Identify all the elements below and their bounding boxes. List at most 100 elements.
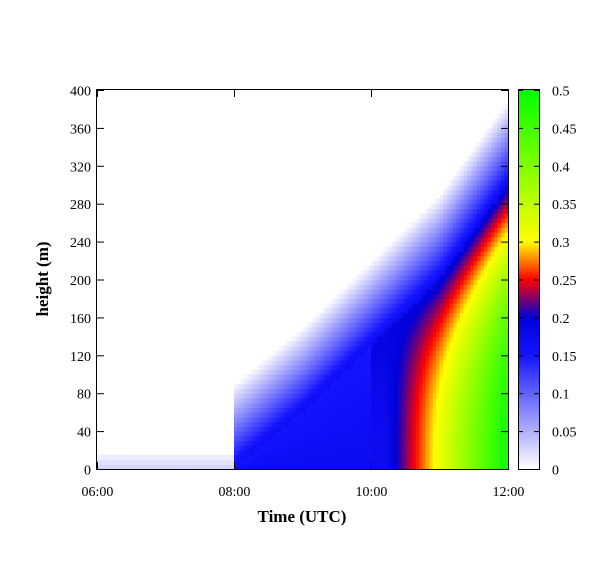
heatmap-cell (432, 369, 437, 375)
heatmap-cell (477, 402, 482, 409)
heatmap-cell (463, 284, 468, 290)
heatmap-cell (319, 326, 324, 333)
heatmap-cell (371, 355, 376, 361)
heatmap-cell (405, 336, 410, 342)
heatmap-cell (449, 412, 454, 418)
heatmap-cell (295, 336, 300, 342)
heatmap-cell (350, 355, 355, 361)
heatmap-cell (319, 374, 324, 380)
heatmap-cell (388, 246, 393, 252)
heatmap-cell (449, 279, 454, 285)
heatmap-cell (388, 454, 393, 461)
heatmap-cell (364, 317, 369, 323)
heatmap-cell (442, 412, 447, 418)
heatmap-cell (456, 303, 461, 309)
heatmap-cell (432, 213, 437, 219)
heatmap-cell (487, 165, 492, 172)
heatmap-cell (401, 232, 406, 238)
heatmap-cell (377, 312, 382, 318)
heatmap-cell (490, 274, 495, 281)
heatmap-cell (422, 260, 427, 266)
heatmap-cell (477, 170, 482, 176)
heatmap-cell (343, 445, 348, 451)
heatmap-cell (394, 364, 399, 371)
heatmap-cell (446, 260, 451, 266)
heatmap-cell (480, 336, 485, 342)
heatmap-cell (484, 445, 489, 451)
heatmap-cell (487, 341, 492, 347)
heatmap-cell (415, 217, 420, 224)
heatmap-cell (501, 265, 506, 271)
heatmap-cell (340, 393, 345, 399)
heatmap-cell (299, 350, 304, 356)
heatmap-cell (432, 232, 437, 238)
heatmap-cell (264, 450, 269, 456)
heatmap-cell (453, 383, 458, 390)
heatmap-cell (388, 388, 393, 394)
heatmap-cell (148, 459, 153, 465)
heatmap-cell (350, 331, 355, 337)
heatmap-cell (408, 307, 413, 314)
heatmap-cell (466, 331, 471, 337)
heatmap-cell (360, 336, 365, 342)
heatmap-cell (343, 378, 348, 385)
heatmap-cell (487, 393, 492, 399)
heatmap-cell (261, 431, 266, 437)
heatmap-cell (388, 383, 393, 390)
heatmap-cell (371, 284, 376, 290)
heatmap-cell (446, 217, 451, 224)
heatmap-cell (466, 345, 471, 352)
heatmap-cell (295, 374, 300, 380)
heatmap-cell (316, 464, 321, 470)
heatmap-cell (264, 407, 269, 413)
heatmap-cell (477, 407, 482, 413)
heatmap-cell (305, 426, 310, 432)
heatmap-cell (501, 383, 506, 390)
heatmap-cell (425, 369, 430, 375)
heatmap-cell (401, 440, 406, 446)
heatmap-cell (323, 364, 328, 371)
heatmap-cell (401, 241, 406, 247)
heatmap-cell (360, 293, 365, 300)
heatmap-cell (432, 355, 437, 361)
heatmap-cell (477, 274, 482, 281)
heatmap-cell (418, 241, 423, 247)
heatmap-cell (264, 416, 269, 423)
heatmap-cell (453, 279, 458, 285)
heatmap-cell (484, 298, 489, 304)
heatmap-cell (436, 317, 441, 323)
heatmap-cell (442, 208, 447, 214)
heatmap-cell (501, 374, 506, 380)
heatmap-cell (463, 251, 468, 257)
heatmap-cell (494, 378, 499, 385)
heatmap-cell (381, 260, 386, 266)
heatmap-cell (415, 421, 420, 427)
heatmap-cell (254, 435, 259, 442)
heatmap-cell (501, 307, 506, 314)
heatmap-cell (237, 426, 242, 432)
heatmap-cell (388, 397, 393, 404)
heatmap-cell (343, 288, 348, 295)
heatmap-cell (425, 265, 430, 271)
heatmap-cell (326, 336, 331, 342)
heatmap-cell (374, 307, 379, 314)
heatmap-cell (384, 303, 389, 309)
heatmap-cell (323, 388, 328, 394)
heatmap-cell (504, 412, 509, 418)
heatmap-cell (487, 355, 492, 361)
heatmap-cell (473, 407, 478, 413)
heatmap-cell (329, 322, 334, 328)
heatmap-cell (357, 369, 362, 375)
heatmap-cell (394, 383, 399, 390)
heatmap-cell (196, 454, 201, 461)
heatmap-cell (377, 336, 382, 342)
heatmap-cell (466, 383, 471, 390)
heatmap-cell (439, 360, 444, 366)
heatmap-cell (347, 459, 352, 465)
heatmap-cell (240, 416, 245, 423)
heatmap-cell (251, 397, 256, 404)
heatmap-cell (484, 217, 489, 224)
heatmap-cell (367, 298, 372, 304)
heatmap-cell (418, 274, 423, 281)
heatmap-cell (391, 341, 396, 347)
